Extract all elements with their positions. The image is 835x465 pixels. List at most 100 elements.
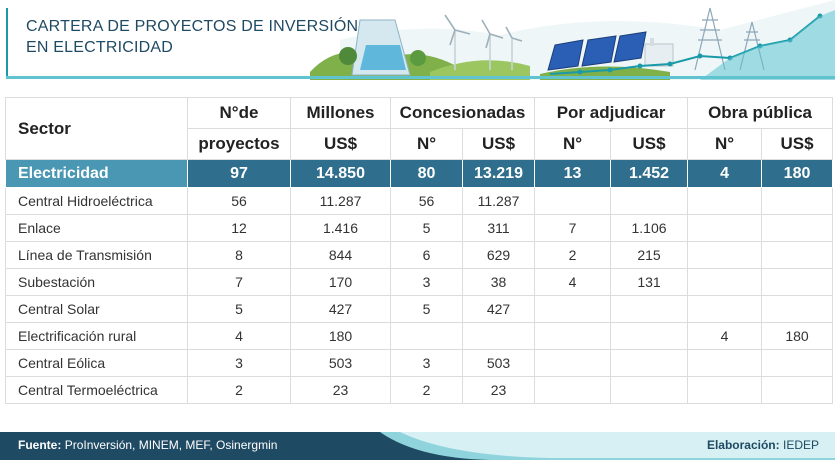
col-header-nde: N°de bbox=[187, 97, 291, 129]
table-cell: 23 bbox=[462, 376, 535, 404]
table-cell bbox=[609, 322, 689, 350]
footer-wave bbox=[380, 432, 835, 460]
col-header-por-adjudicar: Por adjudicar bbox=[533, 97, 689, 129]
table-cell: Enlace bbox=[5, 214, 188, 242]
table-row: Electrificación rural 4 180 4 180 bbox=[5, 322, 834, 350]
table-cell: 1.452 bbox=[609, 159, 689, 188]
table-cell bbox=[761, 376, 834, 404]
table-cell: 2 bbox=[390, 376, 463, 404]
table-cell: 56 bbox=[187, 187, 291, 215]
page-title-line2: EN ELECTRICIDAD bbox=[26, 39, 174, 56]
table-cell bbox=[534, 187, 611, 215]
col-header-obra-usd: US$ bbox=[761, 128, 834, 160]
tree-icon bbox=[339, 47, 357, 65]
table-cell: 503 bbox=[290, 349, 391, 377]
table-cell: 6 bbox=[390, 241, 463, 269]
table-cell: 2 bbox=[534, 241, 611, 269]
col-header-proyectos: proyectos bbox=[187, 128, 291, 160]
table-cell: 844 bbox=[290, 241, 391, 269]
table-row: Central Hidroeléctrica 56 11.287 56 11.2… bbox=[5, 187, 834, 215]
table-cell bbox=[687, 214, 763, 242]
table-cell: 5 bbox=[390, 214, 463, 242]
footer-elab-label: Elaboración: bbox=[706, 438, 780, 452]
page-title-line1: CARTERA DE PROYECTOS DE INVERSIÓN bbox=[26, 18, 359, 35]
table-cell: 13 bbox=[534, 159, 611, 188]
table-cell bbox=[687, 349, 763, 377]
table-cell bbox=[761, 214, 834, 242]
table-cell bbox=[761, 349, 834, 377]
table-cell: 4 bbox=[687, 159, 763, 188]
table-cell: 180 bbox=[761, 159, 834, 188]
table-cell: 80 bbox=[390, 159, 463, 188]
table-row-total: Electricidad 97 14.850 80 13.219 13 1.45… bbox=[5, 159, 834, 188]
table-cell bbox=[761, 187, 834, 215]
factory-icon bbox=[644, 43, 674, 67]
table-cell: Línea de Transmisión bbox=[5, 241, 188, 269]
investment-table-container: Sector N°de Millones Concesionadas Por a… bbox=[5, 97, 834, 404]
table-row: Línea de Transmisión 8 844 6 629 2 215 bbox=[5, 241, 834, 269]
table-cell bbox=[761, 295, 834, 323]
solar-panel-icon bbox=[547, 31, 647, 71]
table-cell: 629 bbox=[462, 241, 535, 269]
table-cell bbox=[534, 349, 611, 377]
table-cell bbox=[687, 268, 763, 296]
table-cell: 3 bbox=[390, 268, 463, 296]
footer-elab-text: IEDEP bbox=[782, 438, 819, 452]
wind-turbine-icon bbox=[444, 14, 523, 70]
table-cell: 97 bbox=[187, 159, 291, 188]
table-cell: 1.106 bbox=[609, 214, 689, 242]
table-cell bbox=[609, 295, 689, 323]
table-cell: 3 bbox=[187, 349, 291, 377]
investment-table: Sector N°de Millones Concesionadas Por a… bbox=[5, 97, 834, 404]
table-cell: 38 bbox=[462, 268, 535, 296]
energy-illustration bbox=[310, 0, 835, 80]
table-cell: 12 bbox=[187, 214, 291, 242]
header-row-sub: proyectos US$ N° US$ N° US$ N° US$ bbox=[6, 128, 834, 160]
table-cell: 14.850 bbox=[290, 159, 391, 188]
table-cell: 215 bbox=[609, 241, 689, 269]
table-cell bbox=[534, 376, 611, 404]
header-accent-bar bbox=[6, 8, 8, 76]
table-cell: 5 bbox=[187, 295, 291, 323]
table-cell: 4 bbox=[687, 322, 763, 350]
header-underline bbox=[6, 76, 835, 79]
table-row: Central Solar 5 427 5 427 bbox=[5, 295, 834, 323]
table-cell: 4 bbox=[534, 268, 611, 296]
table-cell bbox=[534, 322, 611, 350]
table-cell: 11.287 bbox=[462, 187, 535, 215]
table-cell: 7 bbox=[534, 214, 611, 242]
table-cell: Central Hidroeléctrica bbox=[5, 187, 188, 215]
table-cell: 4 bbox=[187, 322, 291, 350]
table-cell: Central Eólica bbox=[5, 349, 188, 377]
table-cell bbox=[462, 322, 535, 350]
col-header-obra-n: N° bbox=[687, 128, 763, 160]
footer-source-text: ProInversión, MINEM, MEF, Osinergmin bbox=[64, 438, 278, 452]
table-row: Subestación 7 170 3 38 4 131 bbox=[5, 268, 834, 296]
table-row: Central Termoeléctrica 2 23 2 23 bbox=[5, 376, 834, 404]
col-header-concesionadas: Concesionadas bbox=[390, 97, 535, 129]
table-cell: 1.416 bbox=[290, 214, 391, 242]
table-cell: Electrificación rural bbox=[5, 322, 188, 350]
col-header-conc-n: N° bbox=[390, 128, 463, 160]
table-cell: 131 bbox=[609, 268, 689, 296]
table-cell bbox=[687, 376, 763, 404]
table-cell: 13.219 bbox=[462, 159, 535, 188]
table-cell bbox=[687, 241, 763, 269]
col-header-millones-unit: US$ bbox=[290, 128, 391, 160]
table-cell: 7 bbox=[187, 268, 291, 296]
col-header-sector: Sector bbox=[5, 97, 188, 160]
table-cell: 56 bbox=[390, 187, 463, 215]
table-cell: Subestación bbox=[5, 268, 188, 296]
table-cell bbox=[390, 322, 463, 350]
footer-source: Fuente: ProInversión, MINEM, MEF, Osiner… bbox=[18, 438, 277, 452]
table-cell bbox=[609, 187, 689, 215]
table-cell bbox=[761, 268, 834, 296]
table-cell: Central Termoeléctrica bbox=[5, 376, 188, 404]
footer-elaboration: Elaboración: IEDEP bbox=[707, 438, 819, 452]
table-cell: 2 bbox=[187, 376, 291, 404]
table-cell: 427 bbox=[290, 295, 391, 323]
col-header-millones: Millones bbox=[290, 97, 391, 129]
table-cell: 311 bbox=[462, 214, 535, 242]
table-cell: 23 bbox=[290, 376, 391, 404]
table-cell: 427 bbox=[462, 295, 535, 323]
